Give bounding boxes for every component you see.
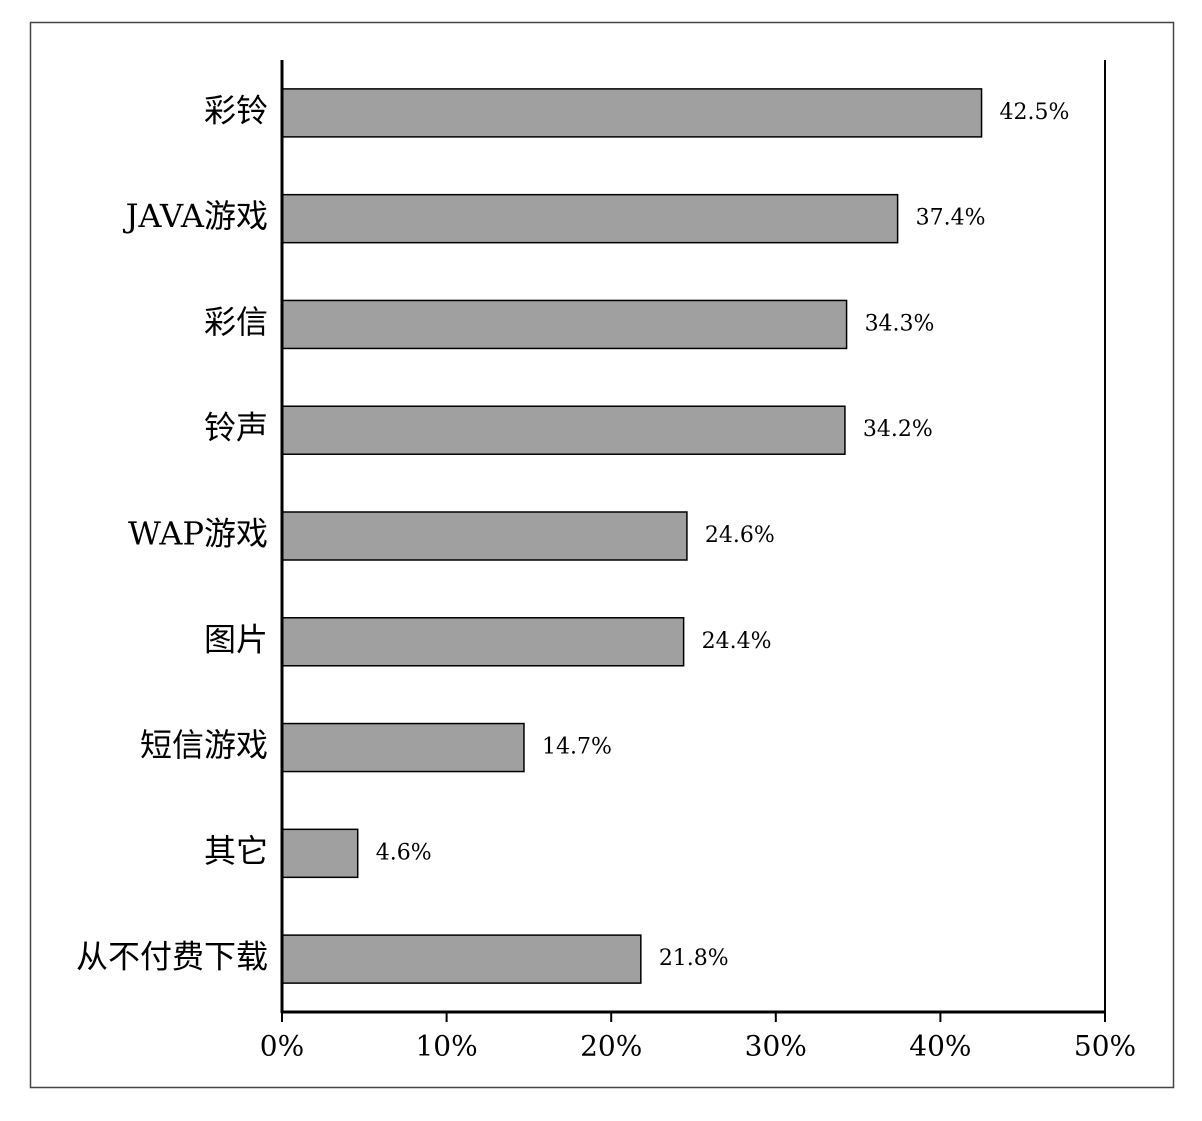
x-tick-label: 30% xyxy=(745,1030,807,1063)
bar xyxy=(281,828,359,879)
value-label: 21.8% xyxy=(659,946,729,971)
y-tick-label: 彩铃 xyxy=(204,91,268,129)
y-tick-label: WAP游戏 xyxy=(128,515,268,553)
y-tick-label: JAVA游戏 xyxy=(123,197,268,235)
value-label: 24.4% xyxy=(702,629,772,654)
y-tick-label: 图片 xyxy=(204,620,268,658)
value-label: 14.7% xyxy=(542,735,612,760)
x-tick-label: 10% xyxy=(415,1030,477,1063)
chart-frame xyxy=(29,21,1175,1089)
y-tick-label: 从不付费下载 xyxy=(76,938,268,976)
x-tick-label: 40% xyxy=(909,1030,971,1063)
y-tick-label: 彩信 xyxy=(204,303,268,341)
y-tick-label: 铃声 xyxy=(204,409,268,447)
value-label: 24.6% xyxy=(705,523,775,548)
bar xyxy=(281,193,899,244)
y-tick-label: 其它 xyxy=(204,832,268,870)
x-tick-label: 50% xyxy=(1074,1030,1136,1063)
x-tick-label: 0% xyxy=(260,1030,304,1063)
bar xyxy=(281,722,525,773)
value-label: 4.6% xyxy=(376,840,432,865)
bar xyxy=(281,617,685,667)
x-tick-label: 20% xyxy=(580,1030,642,1063)
bar xyxy=(281,88,983,138)
value-label: 42.5% xyxy=(1000,100,1070,125)
bar xyxy=(281,299,848,350)
value-label: 34.3% xyxy=(865,311,935,336)
bar xyxy=(281,934,642,984)
bar xyxy=(281,511,688,561)
value-label: 37.4% xyxy=(916,206,986,231)
y-tick-label: 短信游戏 xyxy=(140,726,268,764)
bar xyxy=(281,405,846,455)
value-label: 34.2% xyxy=(863,417,933,442)
